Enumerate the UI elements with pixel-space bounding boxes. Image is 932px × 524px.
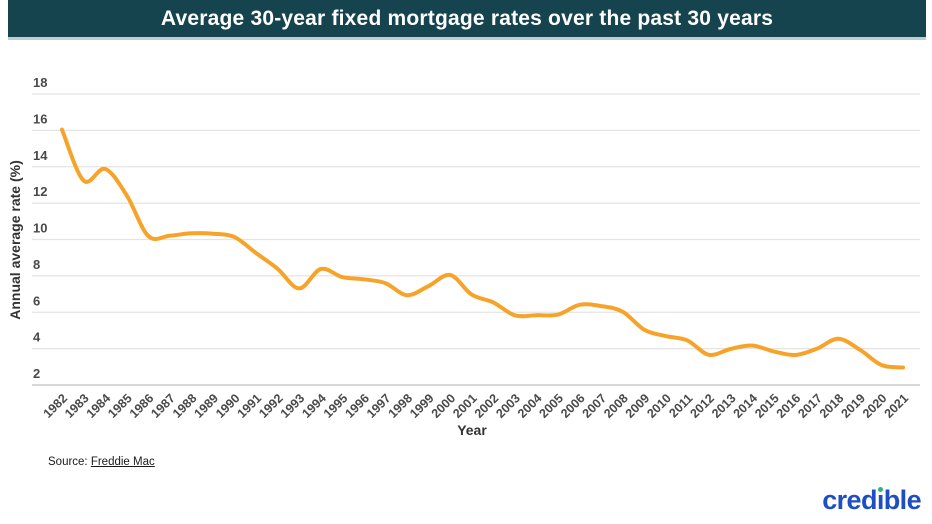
logo-text-pre: cred (822, 485, 877, 515)
y-tick-label: 10 (33, 221, 47, 236)
y-tick-label: 2 (33, 366, 40, 381)
y-axis-title: Annual average rate (%) (7, 160, 23, 320)
y-tick-label: 8 (33, 257, 40, 272)
y-tick-label: 14 (33, 148, 48, 163)
chart-title-bar: Average 30-year fixed mortgage rates ove… (8, 0, 926, 40)
x-tick-label: 2021 (882, 391, 912, 421)
y-axis-tick-labels: 18 16 14 12 10 8 6 4 2 (33, 75, 48, 381)
gridlines (32, 93, 920, 386)
y-tick-label: 18 (33, 75, 47, 90)
source-label: Source: (48, 456, 91, 468)
chart-title: Average 30-year fixed mortgage rates ove… (160, 6, 774, 30)
x-axis-tick-labels: 1982198319841985198619871988198919901991… (41, 391, 912, 421)
y-tick-label: 16 (33, 111, 47, 126)
source-link[interactable]: Freddie Mac (90, 456, 155, 468)
y-tick-label: 12 (33, 184, 47, 199)
y-tick-label: 4 (33, 330, 41, 345)
x-axis-title: Year (457, 422, 487, 438)
y-tick-label: 6 (33, 293, 40, 308)
mortgage-rate-chart: 18 16 14 12 10 8 6 4 2 1982198319841985198619871… (7, 75, 920, 438)
logo-text-post: ble (883, 485, 922, 515)
rate-line-series (60, 127, 905, 370)
credible-logo: credıble (822, 486, 921, 514)
source-note: Source: Freddie Mac (48, 456, 155, 468)
logo-dotted-i: ı (876, 485, 884, 515)
